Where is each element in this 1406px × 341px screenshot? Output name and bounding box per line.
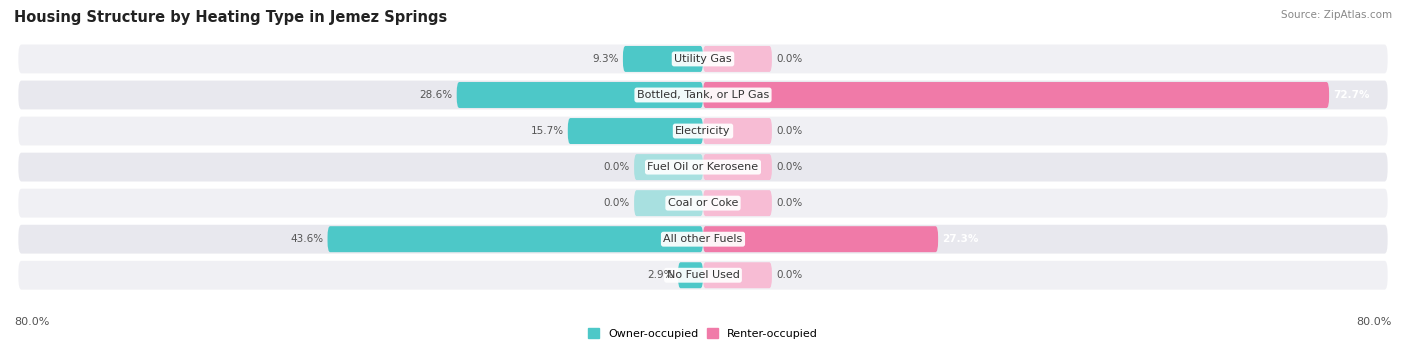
- FancyBboxPatch shape: [623, 46, 703, 72]
- Text: Fuel Oil or Kerosene: Fuel Oil or Kerosene: [647, 162, 759, 172]
- Text: 28.6%: 28.6%: [419, 90, 453, 100]
- Legend: Owner-occupied, Renter-occupied: Owner-occupied, Renter-occupied: [583, 324, 823, 341]
- Text: Coal or Coke: Coal or Coke: [668, 198, 738, 208]
- FancyBboxPatch shape: [703, 82, 1329, 108]
- Text: 80.0%: 80.0%: [1357, 317, 1392, 327]
- Text: 27.3%: 27.3%: [942, 234, 979, 244]
- Text: 0.0%: 0.0%: [776, 198, 803, 208]
- FancyBboxPatch shape: [568, 118, 703, 144]
- Text: Bottled, Tank, or LP Gas: Bottled, Tank, or LP Gas: [637, 90, 769, 100]
- FancyBboxPatch shape: [18, 261, 1388, 290]
- FancyBboxPatch shape: [18, 189, 1388, 218]
- Text: All other Fuels: All other Fuels: [664, 234, 742, 244]
- FancyBboxPatch shape: [18, 117, 1388, 146]
- Text: 0.0%: 0.0%: [603, 198, 630, 208]
- Text: Source: ZipAtlas.com: Source: ZipAtlas.com: [1281, 10, 1392, 20]
- FancyBboxPatch shape: [457, 82, 703, 108]
- FancyBboxPatch shape: [703, 46, 772, 72]
- FancyBboxPatch shape: [18, 153, 1388, 181]
- FancyBboxPatch shape: [703, 118, 772, 144]
- FancyBboxPatch shape: [18, 80, 1388, 109]
- FancyBboxPatch shape: [18, 45, 1388, 73]
- Text: 0.0%: 0.0%: [776, 270, 803, 280]
- Text: 2.9%: 2.9%: [647, 270, 673, 280]
- Text: 9.3%: 9.3%: [592, 54, 619, 64]
- Text: 80.0%: 80.0%: [14, 317, 49, 327]
- FancyBboxPatch shape: [703, 190, 772, 216]
- Text: 0.0%: 0.0%: [776, 162, 803, 172]
- Text: 72.7%: 72.7%: [1333, 90, 1369, 100]
- Text: Utility Gas: Utility Gas: [675, 54, 731, 64]
- Text: 0.0%: 0.0%: [776, 126, 803, 136]
- FancyBboxPatch shape: [703, 226, 938, 252]
- FancyBboxPatch shape: [703, 154, 772, 180]
- FancyBboxPatch shape: [634, 154, 703, 180]
- Text: Housing Structure by Heating Type in Jemez Springs: Housing Structure by Heating Type in Jem…: [14, 10, 447, 25]
- Text: 0.0%: 0.0%: [603, 162, 630, 172]
- FancyBboxPatch shape: [328, 226, 703, 252]
- FancyBboxPatch shape: [634, 190, 703, 216]
- Text: Electricity: Electricity: [675, 126, 731, 136]
- FancyBboxPatch shape: [18, 225, 1388, 254]
- FancyBboxPatch shape: [678, 262, 703, 288]
- Text: No Fuel Used: No Fuel Used: [666, 270, 740, 280]
- Text: 43.6%: 43.6%: [290, 234, 323, 244]
- Text: 0.0%: 0.0%: [776, 54, 803, 64]
- FancyBboxPatch shape: [703, 262, 772, 288]
- Text: 15.7%: 15.7%: [530, 126, 564, 136]
